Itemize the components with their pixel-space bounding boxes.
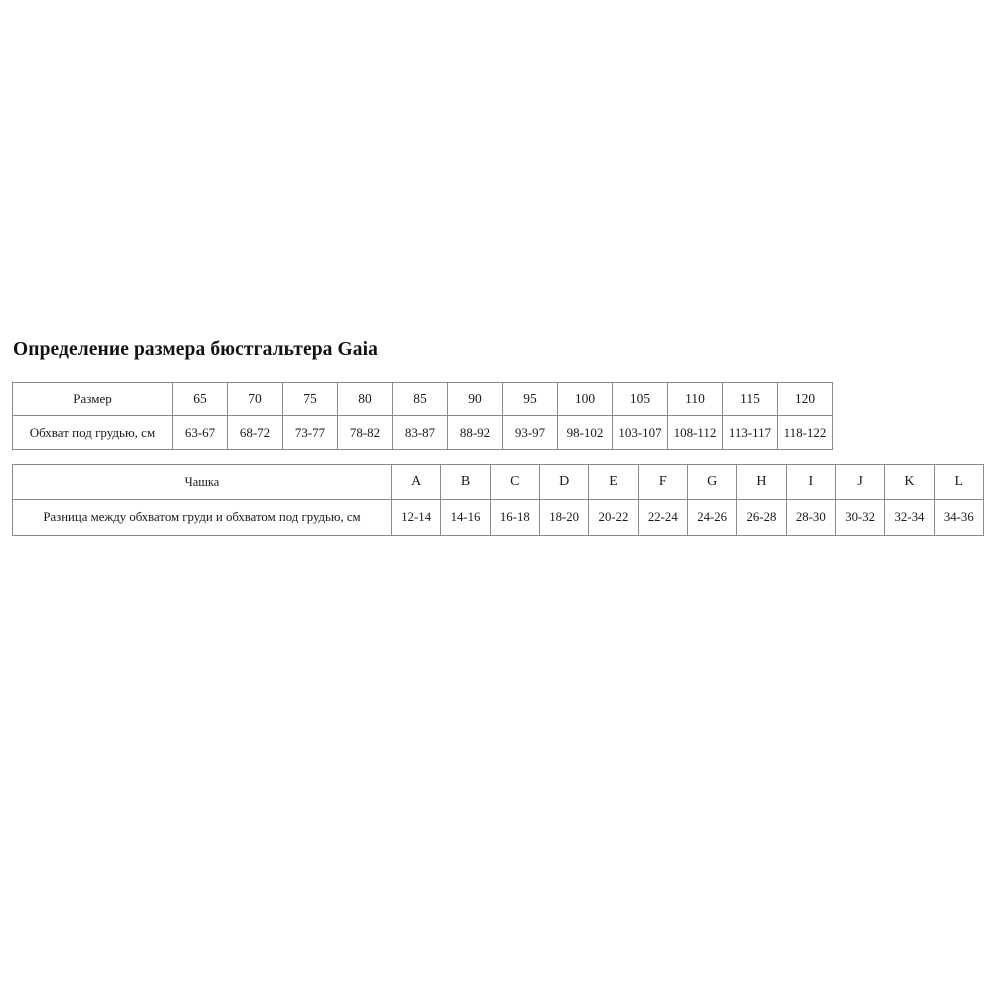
underbust-value: 68-72 xyxy=(227,415,283,450)
underbust-value: 103-107 xyxy=(612,415,668,450)
band-size-header-row: Размер 65 70 75 80 85 90 95 100 105 110 … xyxy=(12,382,833,416)
underbust-value: 108-112 xyxy=(667,415,723,450)
cup-letter: I xyxy=(785,464,836,500)
bust-difference-value: 16-18 xyxy=(489,499,540,536)
bust-difference-row: Разница между обхватом груди и обхватом … xyxy=(12,499,985,536)
cup-letter: F xyxy=(637,464,688,500)
underbust-value: 93-97 xyxy=(502,415,558,450)
cup-letter: C xyxy=(489,464,540,500)
page-title: Определение размера бюстгальтера Gaia xyxy=(13,339,378,360)
bust-difference-value: 22-24 xyxy=(637,499,688,536)
band-size-value: 75 xyxy=(282,382,338,416)
cup-size-table: Чашка A B C D E F G H I J K L Разница ме… xyxy=(12,464,985,536)
band-size-value: 115 xyxy=(722,382,778,416)
underbust-value: 98-102 xyxy=(557,415,613,450)
bust-difference-value: 34-36 xyxy=(933,499,985,536)
bust-difference-row-label: Разница между обхватом груди и обхватом … xyxy=(12,499,392,536)
cup-letter: D xyxy=(538,464,590,500)
band-size-table: Размер 65 70 75 80 85 90 95 100 105 110 … xyxy=(12,382,833,450)
underbust-value: 73-77 xyxy=(282,415,338,450)
bust-difference-value: 30-32 xyxy=(834,499,886,536)
band-size-value: 70 xyxy=(227,382,283,416)
bust-difference-value: 14-16 xyxy=(440,499,491,536)
underbust-row: Обхват под грудью, см 63-67 68-72 73-77 … xyxy=(12,415,833,450)
band-size-value: 100 xyxy=(557,382,613,416)
band-size-value: 85 xyxy=(392,382,448,416)
underbust-value: 78-82 xyxy=(337,415,393,450)
cup-letter: A xyxy=(390,464,442,500)
underbust-value: 63-67 xyxy=(172,415,228,450)
bust-difference-value: 18-20 xyxy=(538,499,590,536)
cup-letter: K xyxy=(884,464,935,500)
cup-letter: L xyxy=(933,464,985,500)
cup-letter: G xyxy=(686,464,738,500)
underbust-value: 118-122 xyxy=(777,415,833,450)
cup-letter: H xyxy=(736,464,787,500)
cup-size-header-row: Чашка A B C D E F G H I J K L xyxy=(12,464,985,500)
bust-difference-value: 28-30 xyxy=(785,499,836,536)
underbust-value: 83-87 xyxy=(392,415,448,450)
bust-difference-value: 26-28 xyxy=(736,499,787,536)
cup-letter: E xyxy=(588,464,639,500)
cup-size-header-label: Чашка xyxy=(12,464,392,500)
underbust-value: 88-92 xyxy=(447,415,503,450)
bust-difference-value: 24-26 xyxy=(686,499,738,536)
underbust-row-label: Обхват под грудью, см xyxy=(12,415,173,450)
bust-difference-value: 20-22 xyxy=(588,499,639,536)
band-size-value: 120 xyxy=(777,382,833,416)
band-size-value: 90 xyxy=(447,382,503,416)
cup-letter: B xyxy=(440,464,491,500)
band-size-header-label: Размер xyxy=(12,382,173,416)
underbust-value: 113-117 xyxy=(722,415,778,450)
cup-letter: J xyxy=(834,464,886,500)
band-size-value: 95 xyxy=(502,382,558,416)
bust-difference-value: 12-14 xyxy=(390,499,442,536)
bust-difference-value: 32-34 xyxy=(884,499,935,536)
band-size-value: 110 xyxy=(667,382,723,416)
band-size-value: 65 xyxy=(172,382,228,416)
band-size-value: 80 xyxy=(337,382,393,416)
band-size-value: 105 xyxy=(612,382,668,416)
